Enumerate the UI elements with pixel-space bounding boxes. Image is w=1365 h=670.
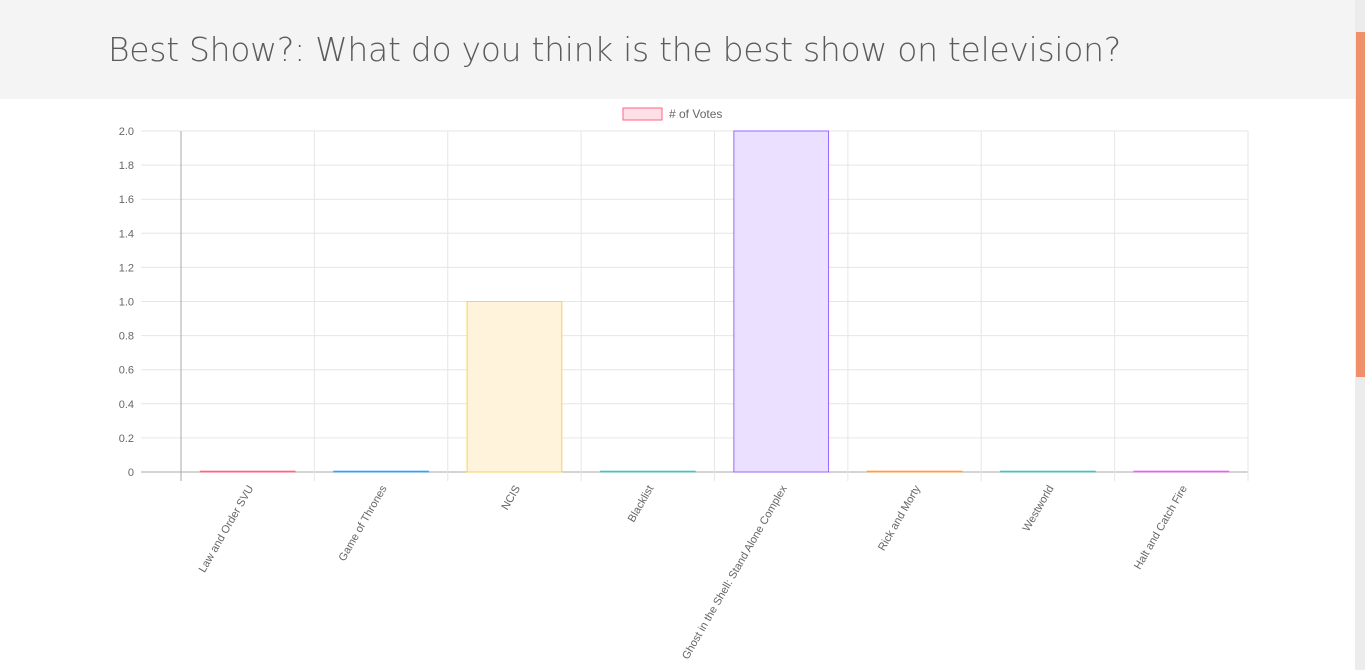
bar[interactable] bbox=[866, 470, 963, 473]
bars bbox=[199, 130, 1230, 473]
y-tick-label: 0.6 bbox=[119, 365, 134, 377]
y-tick-label: 1.0 bbox=[119, 297, 134, 309]
scrollbar-thumb[interactable] bbox=[1356, 32, 1365, 377]
y-tick-label: 1.8 bbox=[119, 160, 134, 172]
x-tick-label: Ghost in the Shell: Stand Alone Complex bbox=[680, 483, 790, 662]
x-tick-label: NCIS bbox=[500, 484, 524, 513]
bar[interactable] bbox=[599, 470, 696, 473]
y-tick-label: 0.4 bbox=[119, 399, 134, 411]
bar[interactable] bbox=[733, 130, 830, 473]
bar[interactable] bbox=[1133, 470, 1230, 473]
bar[interactable] bbox=[333, 470, 429, 473]
y-axis: 2.0 1.8 1.6 1.4 1.2 1.0 0.8 0.6 0.4 0.2 0 bbox=[119, 126, 134, 479]
x-tick-label: Rick and Morty bbox=[876, 483, 923, 553]
chart-legend[interactable]: # of Votes bbox=[622, 107, 722, 121]
legend-swatch bbox=[622, 107, 663, 121]
y-tick-label: 0.2 bbox=[119, 433, 134, 445]
x-tick-label: Blacklist bbox=[626, 484, 657, 525]
chart-grid bbox=[141, 130, 1249, 481]
x-tick-label: Law and Order SVU bbox=[197, 483, 257, 574]
bar[interactable] bbox=[199, 470, 296, 473]
x-tick-label: Game of Thrones bbox=[337, 483, 390, 563]
y-tick-label: 2.0 bbox=[119, 126, 134, 138]
page-header: Best Show?: What do you think is the bes… bbox=[0, 0, 1355, 99]
page-title: Best Show?: What do you think is the bes… bbox=[108, 30, 1122, 69]
x-tick-label: Westworld bbox=[1021, 484, 1057, 534]
x-axis: Law and Order SVU Game of Thrones NCIS Blac… bbox=[197, 483, 1190, 662]
x-tick-label: Halt and Catch Fire bbox=[1132, 484, 1190, 572]
legend-label: # of Votes bbox=[669, 107, 722, 121]
y-tick-label: 1.2 bbox=[119, 262, 134, 274]
y-tick-label: 0 bbox=[128, 467, 134, 479]
bar[interactable] bbox=[466, 301, 563, 473]
vertical-scrollbar[interactable] bbox=[1355, 0, 1365, 670]
bar-chart: # of Votes 2.0 1.8 1.6 1.4 1.2 1.0 0.8 0.6 0.4 0.… bbox=[119, 107, 1249, 662]
y-tick-label: 1.6 bbox=[119, 194, 134, 206]
bar[interactable] bbox=[1000, 470, 1096, 473]
y-tick-label: 0.8 bbox=[119, 331, 134, 343]
y-tick-label: 1.4 bbox=[119, 228, 134, 240]
